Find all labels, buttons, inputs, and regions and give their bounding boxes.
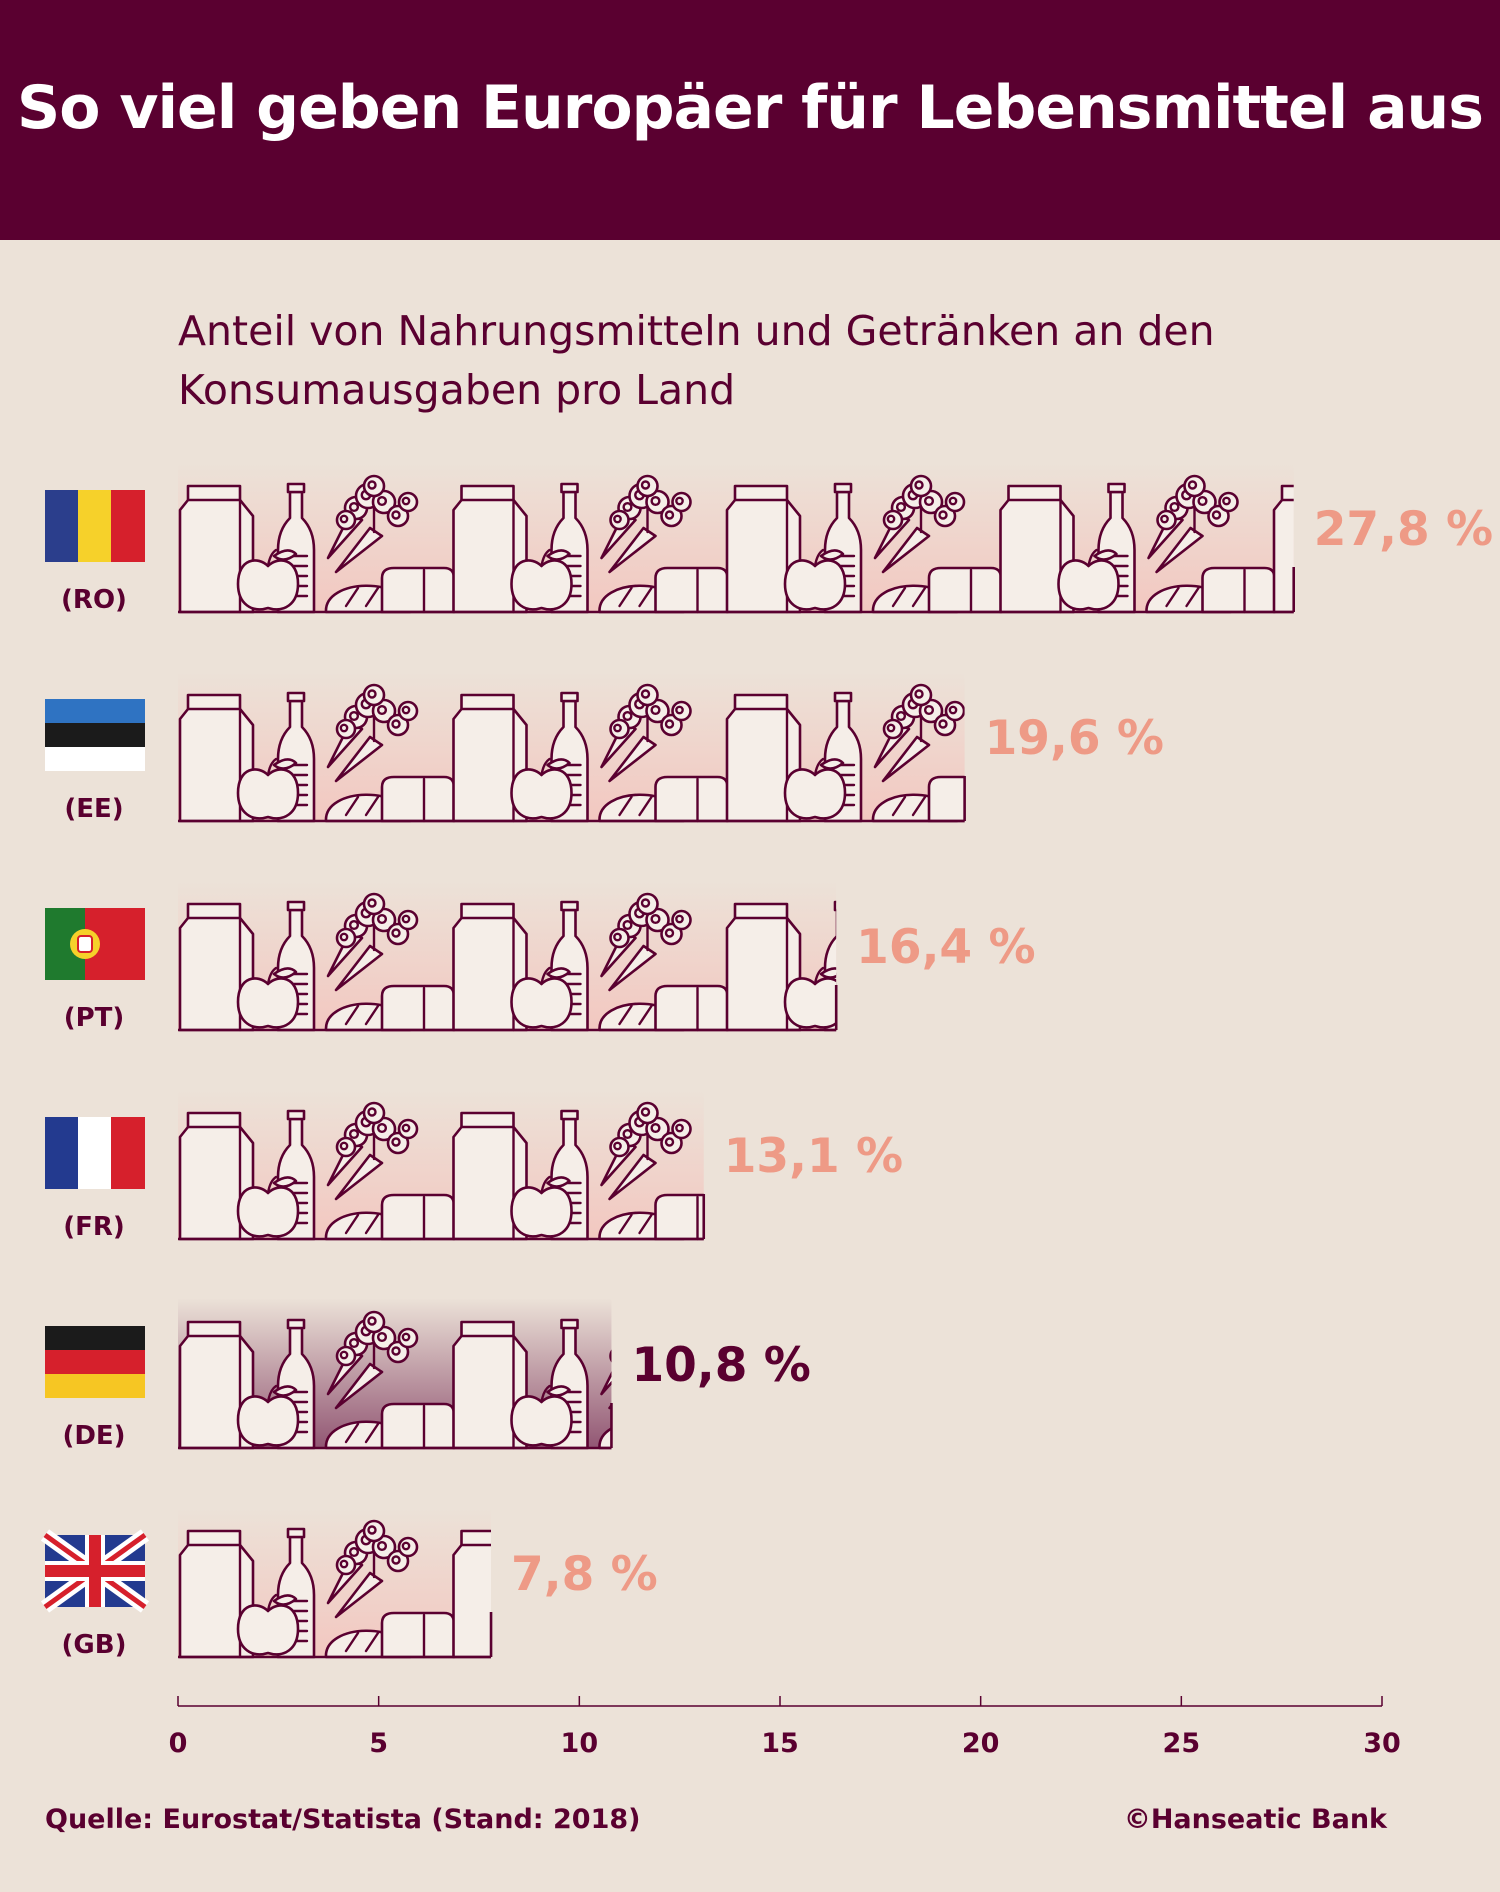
food-icon-row <box>178 1101 704 1241</box>
value-label: 19,6 % <box>985 711 1164 766</box>
chart-subtitle: Anteil von Nahrungsmitteln und Getränken… <box>178 307 1215 415</box>
x-tick-label: 15 <box>761 1728 799 1759</box>
estonia-flag-icon <box>45 699 145 771</box>
food-icon-row <box>178 892 837 1032</box>
x-tick-label: 25 <box>1163 1728 1201 1759</box>
header-banner: So viel geben Europäer für Lebensmittel … <box>0 0 1500 240</box>
france-flag-icon <box>45 1117 145 1189</box>
food-icon-row <box>178 474 1294 614</box>
food-icon-row <box>178 1519 492 1659</box>
category-label: (EE) <box>64 794 123 824</box>
chart-title: So viel geben Europäer für Lebensmittel … <box>17 73 1484 143</box>
category-label: (DE) <box>62 1421 125 1451</box>
x-tick-label: 20 <box>962 1728 1000 1759</box>
category-label: (FR) <box>63 1212 125 1242</box>
food-icon-row <box>178 1310 612 1450</box>
source-note: Quelle: Eurostat/Statista (Stand: 2018) <box>45 1804 641 1835</box>
x-tick-label: 10 <box>561 1728 599 1759</box>
value-label: 10,8 % <box>631 1338 810 1393</box>
copyright-note: ©Hanseatic Bank <box>1123 1804 1387 1835</box>
value-label: 13,1 % <box>724 1129 903 1184</box>
food-icon-row <box>178 683 965 823</box>
germany-flag-icon <box>45 1326 145 1398</box>
value-label: 7,8 % <box>511 1547 658 1602</box>
x-tick-label: 5 <box>369 1728 388 1759</box>
portugal-flag-icon <box>45 908 145 980</box>
category-label: (PT) <box>64 1003 125 1033</box>
value-label: 27,8 % <box>1314 502 1493 557</box>
romania-flag-icon <box>45 490 145 562</box>
value-label: 16,4 % <box>856 920 1035 975</box>
uk-flag-icon <box>40 1529 150 1613</box>
category-label: (RO) <box>61 585 127 615</box>
x-tick-label: 0 <box>169 1728 188 1759</box>
category-label: (GB) <box>62 1630 127 1660</box>
x-tick-label: 30 <box>1363 1728 1401 1759</box>
